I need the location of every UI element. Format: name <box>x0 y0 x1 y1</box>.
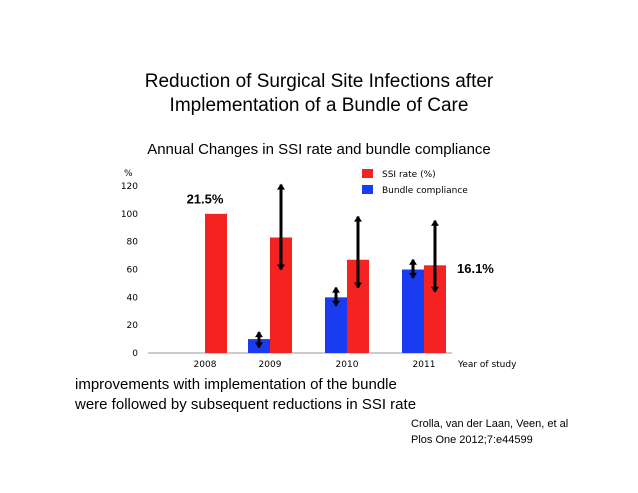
x-axis-title: Year of study <box>457 360 517 370</box>
x-tick-label: 2010 <box>336 360 359 370</box>
bar <box>347 259 369 353</box>
x-tick-label: 2009 <box>259 360 282 370</box>
bar <box>325 297 347 353</box>
slide-title-line1: Reduction of Surgical Site Infections af… <box>144 71 494 92</box>
y-tick-label: 40 <box>127 293 139 303</box>
error-bar <box>332 286 340 307</box>
annotation-label: 21.5% <box>187 192 224 207</box>
bar <box>424 265 446 353</box>
x-tick-label: 2011 <box>413 360 436 370</box>
y-tick-label: 100 <box>121 210 138 220</box>
error-bar <box>255 331 263 349</box>
y-axis-unit-label: % <box>124 169 133 179</box>
y-tick-label: 120 <box>121 182 138 192</box>
bar <box>270 237 292 353</box>
error-bar <box>409 258 417 279</box>
annotation-label: 16.1% <box>457 261 494 276</box>
caption-line1: improvements with implementation of the … <box>75 376 397 393</box>
bar <box>402 269 424 353</box>
caption-line2: were followed by subsequent reductions i… <box>75 396 417 413</box>
slide-subtitle: Annual Changes in SSI rate and bundle co… <box>147 141 491 158</box>
error-bar <box>354 215 362 289</box>
legend-label: Bundle compliance <box>382 186 468 196</box>
y-tick-label: 60 <box>127 266 139 276</box>
y-tick-label: 80 <box>127 238 139 248</box>
y-tick-label: 20 <box>127 321 139 331</box>
citation-authors: Crolla, van der Laan, Veen, et al <box>411 418 569 430</box>
legend-label: SSI rate (%) <box>382 170 436 180</box>
citation-journal: Plos One 2012;7:e44599 <box>411 434 533 446</box>
error-bar <box>431 219 439 293</box>
bar <box>205 213 227 353</box>
x-tick-label: 2008 <box>194 360 217 370</box>
y-tick-label: 0 <box>132 349 138 359</box>
legend-swatch <box>362 185 373 194</box>
slide-title-line2: Implementation of a Bundle of Care <box>169 95 469 116</box>
error-bar <box>277 183 285 271</box>
legend-swatch <box>362 169 373 178</box>
